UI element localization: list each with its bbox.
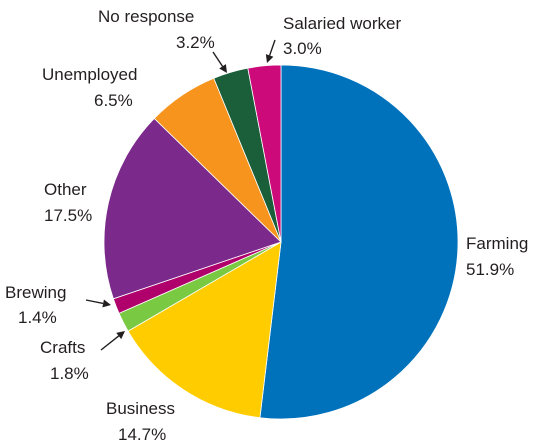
slice-value-crafts: 1.8% bbox=[50, 364, 89, 383]
pie-slices bbox=[103, 64, 459, 420]
arrow-crafts bbox=[100, 331, 125, 351]
slice-label-farming: Farming bbox=[466, 234, 528, 253]
slice-value-business: 14.7% bbox=[118, 425, 166, 444]
arrow-salaried-worker-line bbox=[268, 39, 276, 56]
slice-label-no-response: No response bbox=[98, 7, 194, 26]
pie-slice-farming bbox=[259, 64, 459, 420]
arrow-brewing-head bbox=[102, 299, 111, 308]
slice-value-farming: 51.9% bbox=[466, 260, 514, 279]
slice-value-brewing: 1.4% bbox=[18, 308, 57, 327]
slice-label-crafts: Crafts bbox=[40, 338, 85, 357]
slice-label-business: Business bbox=[106, 399, 175, 418]
arrow-no-response-line bbox=[212, 51, 224, 67]
slice-value-unemployed: 6.5% bbox=[94, 91, 133, 110]
pie-slice-business bbox=[127, 241, 282, 419]
slice-value-no-response: 3.2% bbox=[176, 33, 215, 52]
pie-slice-other bbox=[103, 117, 282, 300]
arrow-brewing-line bbox=[85, 299, 104, 305]
slice-label-brewing: Brewing bbox=[5, 283, 66, 302]
arrow-crafts-line bbox=[100, 335, 120, 351]
slice-value-salaried-worker: 3.0% bbox=[283, 39, 322, 58]
slice-label-other: Other bbox=[44, 180, 87, 199]
slice-value-other: 17.5% bbox=[44, 206, 92, 225]
arrow-salaried-worker-head bbox=[265, 54, 274, 63]
arrow-no-response-head bbox=[219, 64, 227, 73]
slice-label-salaried-worker: Salaried worker bbox=[283, 14, 401, 33]
slice-label-unemployed: Unemployed bbox=[42, 65, 137, 84]
pie-slice-salaried-worker bbox=[247, 64, 282, 243]
arrow-salaried-worker bbox=[265, 39, 276, 63]
arrow-no-response bbox=[212, 51, 227, 73]
label-arrows bbox=[85, 39, 276, 351]
arrow-crafts-head bbox=[116, 331, 125, 340]
arrow-brewing bbox=[85, 299, 111, 308]
